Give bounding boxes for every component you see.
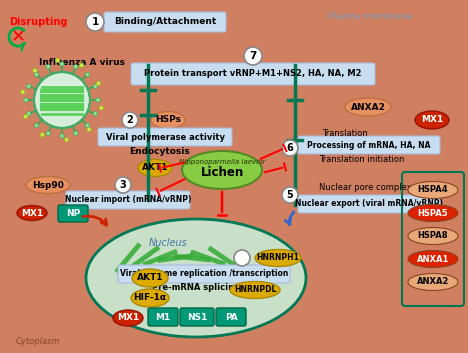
Text: ANXA1: ANXA1: [417, 255, 449, 263]
Circle shape: [24, 98, 28, 102]
Ellipse shape: [151, 112, 185, 128]
FancyBboxPatch shape: [216, 308, 246, 326]
Text: Processing of mRNA, HA, NA: Processing of mRNA, HA, NA: [307, 140, 431, 150]
Text: HIF-1α: HIF-1α: [133, 293, 167, 303]
FancyBboxPatch shape: [66, 191, 190, 209]
Text: AKT1: AKT1: [137, 274, 163, 282]
Circle shape: [73, 65, 78, 69]
Text: Nuclear pore complex: Nuclear pore complex: [319, 184, 411, 192]
Ellipse shape: [408, 251, 458, 268]
Circle shape: [282, 187, 298, 203]
Text: Protein transport vRNP+M1+NS2, HA, NA, M2: Protein transport vRNP+M1+NS2, HA, NA, M…: [144, 70, 362, 78]
Ellipse shape: [182, 151, 262, 189]
Circle shape: [33, 68, 37, 73]
Text: Cytoplasm: Cytoplasm: [16, 337, 60, 347]
Text: Disrupting: Disrupting: [9, 17, 67, 27]
Circle shape: [234, 250, 250, 266]
Circle shape: [122, 112, 138, 128]
Circle shape: [23, 114, 28, 119]
Text: MX1: MX1: [117, 313, 139, 323]
FancyBboxPatch shape: [98, 128, 232, 146]
Text: Viral polymerase activity: Viral polymerase activity: [105, 132, 225, 142]
Text: HSPA5: HSPA5: [417, 209, 448, 217]
Text: 2: 2: [127, 115, 133, 125]
Text: Nipponoparmelia laevior: Nipponoparmelia laevior: [179, 159, 265, 165]
Text: Translation: Translation: [322, 128, 368, 138]
Circle shape: [46, 65, 51, 69]
Circle shape: [21, 90, 25, 94]
FancyBboxPatch shape: [58, 205, 88, 222]
Text: NP: NP: [66, 209, 80, 218]
Ellipse shape: [132, 269, 168, 287]
Circle shape: [86, 13, 104, 31]
Text: Hsp90: Hsp90: [32, 180, 64, 190]
Circle shape: [46, 131, 51, 136]
Circle shape: [85, 72, 90, 77]
Text: HSPA4: HSPA4: [417, 185, 448, 195]
Ellipse shape: [131, 289, 169, 307]
Text: 7: 7: [249, 51, 256, 61]
Text: ANXA2: ANXA2: [351, 102, 386, 112]
Text: HNRNPH1: HNRNPH1: [256, 253, 300, 263]
Text: HSPA8: HSPA8: [418, 232, 448, 240]
Text: MX1: MX1: [21, 209, 43, 217]
Text: HNRNPDL: HNRNPDL: [234, 286, 276, 294]
Text: 3: 3: [120, 180, 126, 190]
Ellipse shape: [86, 219, 306, 337]
Text: Translation initiation: Translation initiation: [319, 156, 405, 164]
Text: ✕: ✕: [10, 28, 26, 46]
FancyBboxPatch shape: [148, 308, 178, 326]
Ellipse shape: [408, 204, 458, 221]
FancyBboxPatch shape: [180, 308, 214, 326]
FancyBboxPatch shape: [118, 265, 290, 283]
Circle shape: [115, 177, 131, 193]
FancyBboxPatch shape: [131, 63, 375, 85]
Text: M1: M1: [155, 312, 171, 322]
Circle shape: [282, 140, 298, 156]
Circle shape: [73, 131, 78, 136]
Circle shape: [93, 84, 97, 88]
Circle shape: [27, 112, 31, 116]
Circle shape: [96, 98, 100, 102]
Circle shape: [27, 84, 31, 88]
Text: 4: 4: [239, 253, 245, 263]
Circle shape: [40, 133, 44, 137]
Ellipse shape: [255, 250, 301, 267]
Text: Nuclear import (mRNA/vRNP): Nuclear import (mRNA/vRNP): [65, 196, 191, 204]
Circle shape: [65, 138, 69, 142]
Ellipse shape: [17, 205, 47, 221]
Text: 6: 6: [286, 143, 293, 153]
FancyBboxPatch shape: [298, 195, 440, 213]
Circle shape: [99, 106, 103, 110]
Text: Nuclear export (viral mRNA/vRNP): Nuclear export (viral mRNA/vRNP): [295, 199, 443, 209]
Ellipse shape: [408, 274, 458, 291]
FancyBboxPatch shape: [298, 136, 440, 154]
Circle shape: [34, 72, 90, 128]
Text: AKT1: AKT1: [142, 163, 168, 173]
Circle shape: [60, 62, 64, 66]
Circle shape: [244, 47, 262, 65]
Ellipse shape: [230, 281, 280, 299]
Text: HSPs: HSPs: [155, 115, 181, 125]
Ellipse shape: [415, 111, 449, 129]
Text: Lichen: Lichen: [200, 167, 244, 179]
Text: Endocytosis: Endocytosis: [130, 148, 190, 156]
Circle shape: [85, 123, 90, 128]
Ellipse shape: [26, 176, 70, 193]
Circle shape: [34, 123, 39, 128]
Circle shape: [34, 72, 39, 77]
Circle shape: [55, 58, 59, 62]
Ellipse shape: [408, 227, 458, 245]
Text: 5: 5: [286, 190, 293, 200]
Text: ANXA2: ANXA2: [417, 277, 449, 287]
Text: PA: PA: [225, 312, 237, 322]
Circle shape: [87, 127, 91, 132]
Text: Pre-mRNA splicing: Pre-mRNA splicing: [152, 283, 240, 293]
Ellipse shape: [345, 98, 391, 116]
Ellipse shape: [138, 160, 172, 176]
Circle shape: [93, 112, 97, 116]
Text: Binding/Attachment: Binding/Attachment: [114, 18, 216, 26]
Text: Nucleus: Nucleus: [149, 238, 187, 248]
Ellipse shape: [113, 310, 143, 326]
